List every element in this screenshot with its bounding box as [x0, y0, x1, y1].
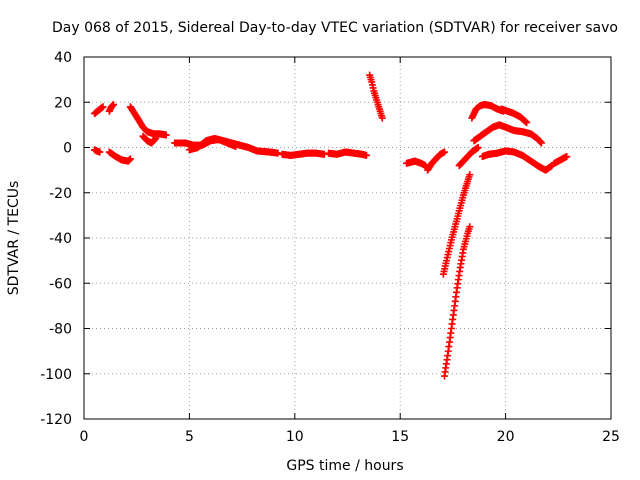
x-tick-label: 20 — [497, 429, 515, 445]
series-arc-18 — [497, 105, 531, 127]
axis-ticks — [83, 56, 612, 420]
grid-lines — [84, 57, 611, 419]
y-tick-label: -100 — [40, 367, 72, 383]
y-tick-label: -40 — [49, 231, 72, 247]
series-arc-12 — [403, 157, 429, 170]
data-point — [537, 139, 545, 147]
y-tick-label: -120 — [40, 412, 72, 428]
data-point — [96, 148, 104, 156]
data-point — [110, 101, 118, 109]
series-arc-15 — [440, 223, 474, 380]
series-arc-05 — [126, 103, 170, 139]
data-point — [378, 114, 386, 122]
data-point — [563, 153, 571, 161]
series-arc-11 — [366, 71, 386, 122]
y-tick-labels: -120 -100 -80 -60 -40 -20 0 20 40 — [40, 50, 72, 428]
x-tick-label: 15 — [391, 429, 409, 445]
data-point — [474, 144, 482, 151]
series-arc-10 — [325, 148, 370, 159]
data-point — [523, 119, 531, 127]
x-tick-label: 10 — [286, 429, 304, 445]
y-tick-label: -80 — [49, 322, 72, 338]
y-tick-label: -20 — [49, 186, 72, 202]
data-point — [274, 149, 282, 157]
series-arc-06 — [139, 132, 160, 147]
data-point — [440, 148, 448, 156]
y-tick-label: 20 — [54, 95, 72, 111]
series-arc-21 — [550, 153, 571, 167]
data-point — [162, 131, 170, 139]
y-axis-label: SDTVAR / TECUs — [6, 181, 22, 296]
y-tick-label: 40 — [54, 50, 72, 66]
x-tick-label: 5 — [185, 429, 194, 445]
data-point — [466, 223, 474, 231]
series-arc-19 — [470, 121, 545, 147]
chart-title: Day 068 of 2015, Sidereal Day-to-day VTE… — [52, 20, 618, 36]
series-arc-13 — [424, 148, 448, 174]
x-tick-label: 25 — [602, 429, 620, 445]
data-point — [126, 155, 134, 163]
y-tick-label: -60 — [49, 276, 72, 292]
data-point — [362, 151, 370, 159]
series-arc-03 — [91, 146, 104, 156]
series-arc-14 — [439, 171, 474, 278]
x-axis-label: GPS time / hours — [286, 458, 403, 474]
data-point — [152, 134, 160, 142]
series-arc-09 — [278, 149, 328, 159]
data-point — [99, 103, 107, 111]
series-arc-04 — [105, 148, 134, 165]
series-arc-01 — [91, 103, 107, 118]
series-arc-02 — [105, 101, 118, 115]
series-arc-08 — [185, 134, 282, 157]
data-point — [466, 171, 474, 179]
data-point — [320, 150, 328, 158]
plot-frame — [83, 56, 612, 420]
data-points — [91, 71, 571, 380]
x-tick-label: 0 — [80, 429, 89, 445]
x-tick-labels: 0 5 10 15 20 25 — [80, 429, 620, 445]
series-arc-20 — [478, 147, 556, 174]
series-arc-16 — [455, 144, 482, 170]
y-tick-label: 0 — [63, 141, 72, 157]
